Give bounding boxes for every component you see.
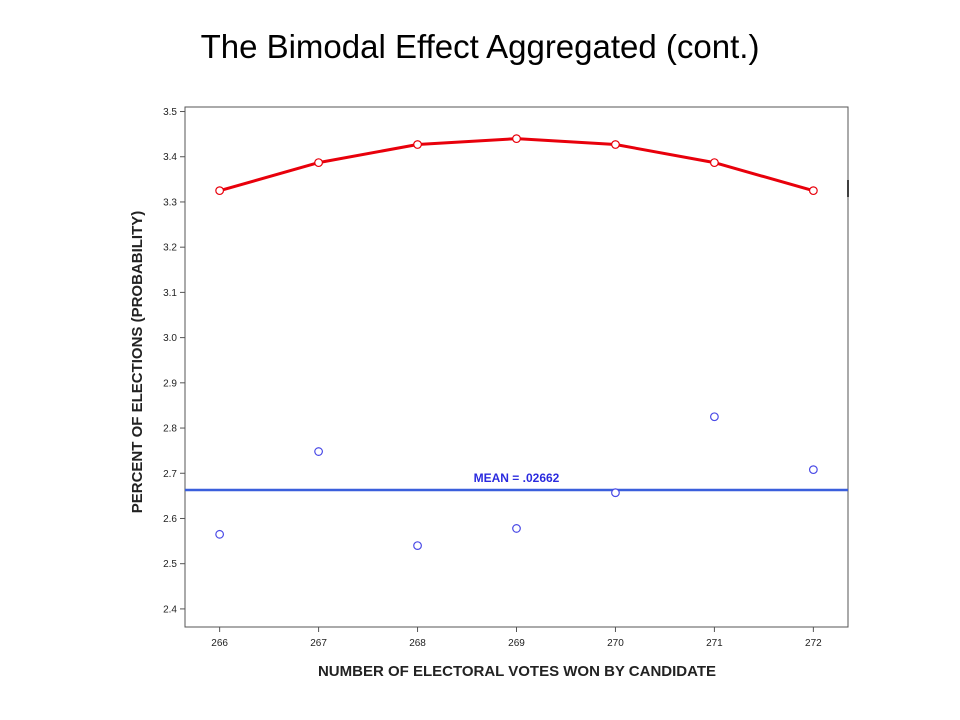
slide-title: The Bimodal Effect Aggregated (cont.) [200, 28, 760, 65]
x-axis: 266 267 268 269 270 271 272 [211, 627, 822, 649]
data-point [512, 524, 521, 533]
series-layer [215, 134, 818, 551]
data-point [314, 158, 323, 168]
y-tick-label: 3.0 [163, 333, 177, 344]
series-line [219, 137, 814, 193]
x-tick-label: 272 [805, 638, 822, 649]
data-point [710, 412, 719, 422]
y-axis-title: PERCENT OF ELECTIONS (PROBABILITY) [129, 211, 146, 514]
mean-layer: MEAN = .02662 [185, 471, 848, 492]
y-tick-label: 2.9 [163, 378, 177, 389]
y-tick-label: 3.2 [163, 243, 177, 254]
data-point [611, 488, 620, 498]
data-point [611, 140, 620, 149]
y-tick-label: 2.7 [163, 469, 177, 480]
x-tick-label: 269 [508, 638, 525, 649]
y-tick-label: 3.3 [163, 197, 177, 208]
data-point [808, 465, 818, 475]
data-point [314, 447, 323, 456]
data-point [808, 186, 818, 196]
y-tick-label: 3.5 [163, 107, 177, 118]
x-tick-label: 266 [211, 638, 228, 649]
series-1 [215, 412, 818, 551]
data-point [512, 134, 521, 144]
y-tick-label: 2.6 [163, 514, 177, 525]
y-tick-label: 2.4 [163, 604, 177, 615]
y-tick-label: 2.5 [163, 559, 177, 570]
data-point [215, 186, 225, 196]
y-tick-label: 3.4 [163, 152, 177, 163]
mean-label: MEAN = .02662 [474, 471, 560, 485]
x-tick-label: 270 [607, 638, 624, 649]
x-tick-label: 267 [310, 638, 327, 649]
y-tick-label: 3.1 [163, 288, 177, 299]
x-axis-title: NUMBER OF ELECTORAL VOTES WON BY CANDIDA… [318, 663, 716, 680]
plot-frame [184, 106, 849, 628]
series-0 [215, 134, 818, 196]
y-axis: 2.4 2.5 2.6 2.7 2.8 2.9 3.0 3.1 3.2 3.3 3.4 3.5 [163, 107, 185, 615]
data-point [710, 158, 719, 168]
x-tick-label: 271 [706, 638, 723, 649]
y-tick-label: 2.8 [163, 424, 177, 435]
data-point [413, 541, 422, 551]
data-point [215, 529, 225, 539]
x-tick-label: 268 [409, 638, 426, 649]
data-point [413, 140, 422, 149]
